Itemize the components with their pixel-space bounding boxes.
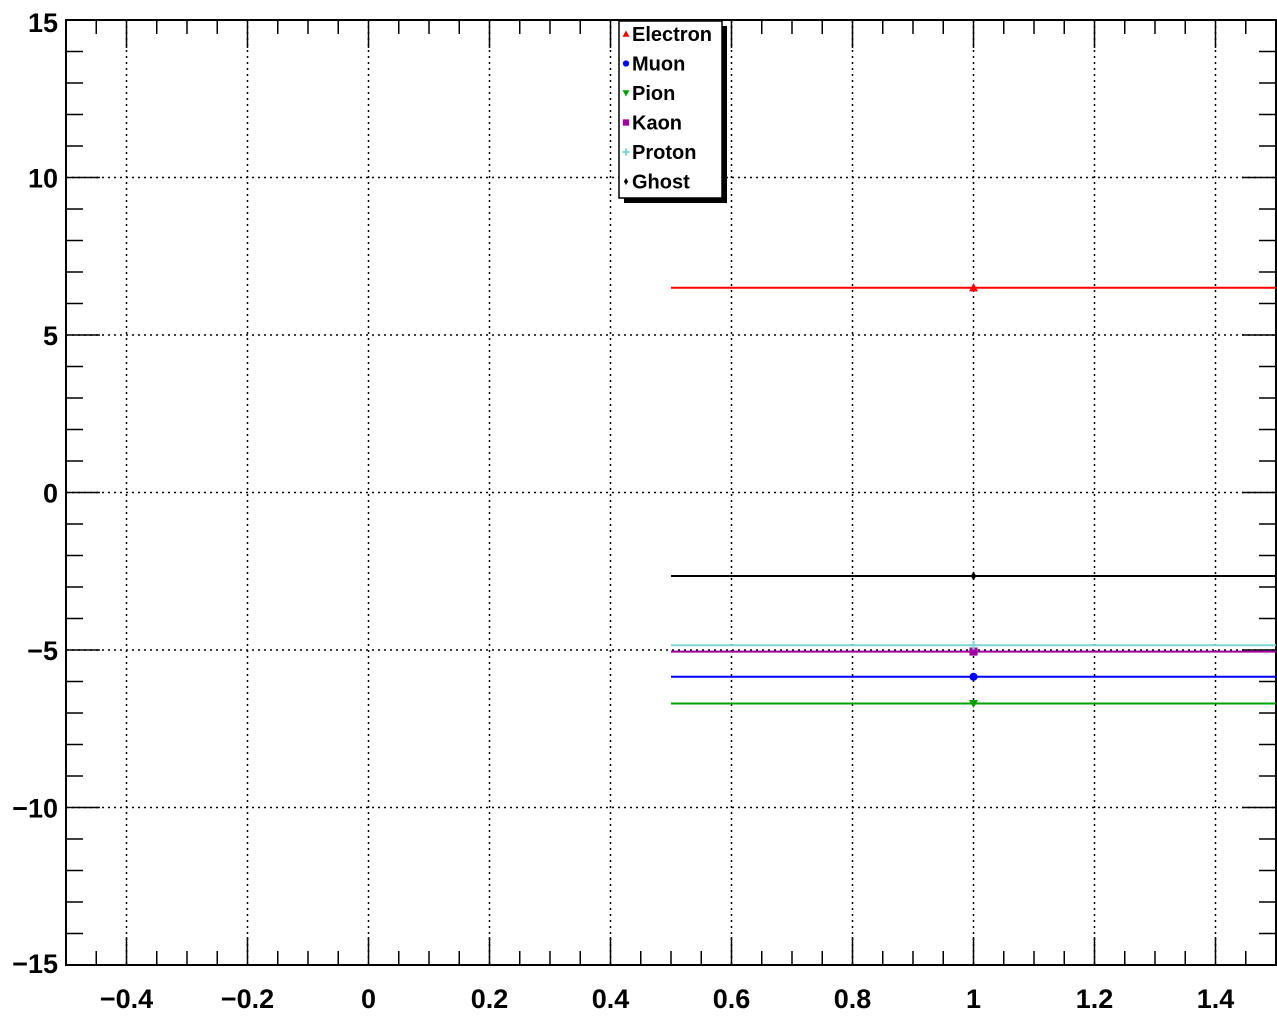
legend-label-electron: Electron [632,24,712,46]
legend-marker-proton [622,148,630,156]
y-tick-label: 10 [28,164,58,194]
y-tick-label: 5 [43,321,58,351]
y-tick-label: −15 [12,949,58,979]
legend-marker-ghost [623,178,629,185]
y-tick-label: −10 [12,794,58,824]
legend-label-muon: Muon [632,54,685,76]
x-tick-label: 0.2 [471,984,509,1014]
x-tick-label: 0.8 [834,984,872,1014]
axes: −0.4 −0.2 0 0.2 0.4 0.6 0.8 1 1.2 1.4 −15 −10 −5 0 5 10… [12,8,1277,1014]
x-tick-label: 0.4 [592,984,630,1014]
legend-label-ghost: Ghost [632,172,690,194]
legend-marker-kaon [622,119,630,126]
legend: Electron Muon Pion Kaon Proton Ghost [618,20,727,203]
legend-label-kaon: Kaon [632,113,682,135]
x-tick-label: 1.4 [1197,984,1235,1014]
legend-box [618,20,723,199]
series-point-electron [969,283,978,292]
legend-label-pion: Pion [632,83,675,105]
y-tick-label: −5 [27,636,58,666]
x-tick-label: −0.2 [221,984,274,1014]
series [671,283,1276,709]
legend-label-proton: Proton [632,142,696,164]
series-point-ghost [970,571,977,581]
grid [66,20,1276,965]
x-tick-label: 1 [966,984,981,1014]
series-point-muon [969,672,978,681]
y-tick-label: 0 [43,479,58,509]
legend-marker-muon [622,60,630,67]
series-point-kaon [969,647,978,656]
x-tick-label: 1.2 [1076,984,1114,1014]
legend-marker-electron [622,30,630,37]
series-point-pion [969,699,978,709]
x-tick-label: 0.6 [713,984,751,1014]
series-point-proton [969,640,978,650]
legend-marker-pion [622,90,630,97]
y-tick-label: 15 [28,8,58,38]
x-tick-label: 0 [361,984,376,1014]
x-tick-label: −0.4 [100,984,153,1014]
